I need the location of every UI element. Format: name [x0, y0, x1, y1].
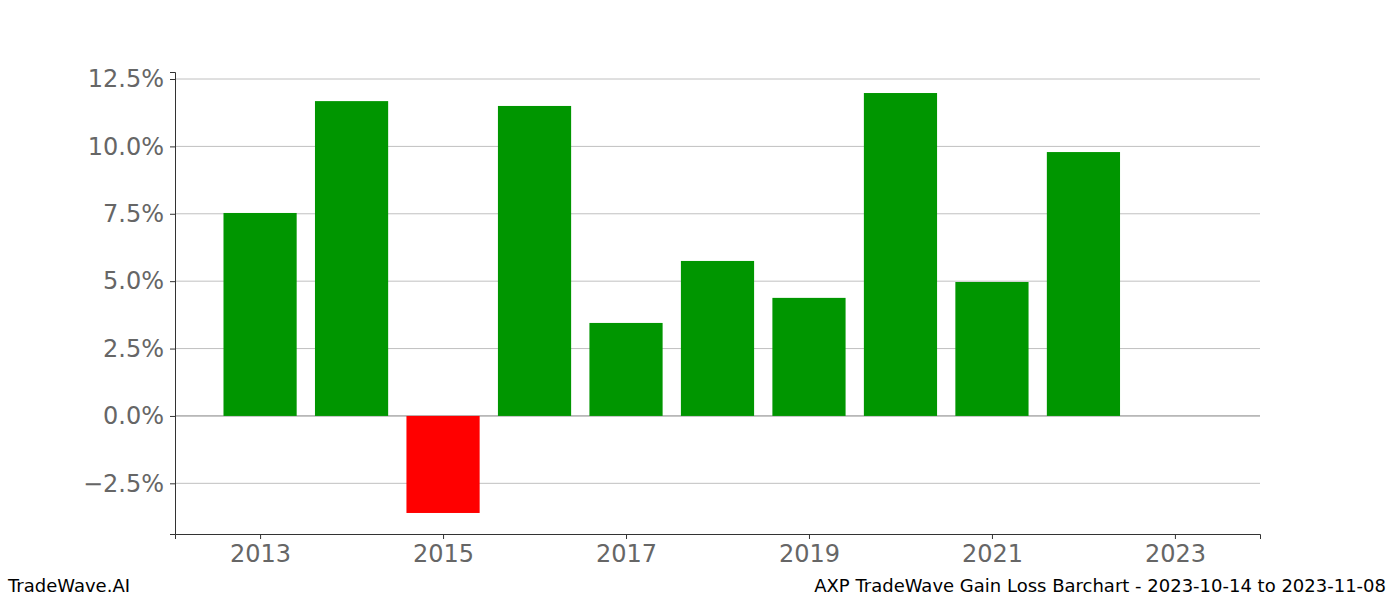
- y-tick-mark: [170, 79, 175, 80]
- y-tick-mark: [170, 416, 175, 417]
- x-tick-mark: [626, 534, 627, 539]
- y-tick: −2.5%: [83, 470, 175, 498]
- x-axis-line: [176, 535, 1261, 540]
- y-tick-label: 2.5%: [103, 335, 164, 363]
- bar: [772, 298, 845, 416]
- y-tick: 0.0%: [103, 402, 175, 430]
- x-tick: 2023: [1145, 534, 1206, 568]
- x-tick-label: 2019: [779, 540, 840, 568]
- x-tick-mark: [1175, 534, 1176, 539]
- x-tick: 2021: [962, 534, 1023, 568]
- y-tick: 5.0%: [103, 267, 175, 295]
- bar: [681, 261, 754, 416]
- y-tick-label: 12.5%: [88, 65, 164, 93]
- bar: [955, 282, 1028, 416]
- x-tick-mark: [809, 534, 810, 539]
- y-tick-mark: [170, 146, 175, 147]
- footer-left: TradeWave.AI: [7, 575, 130, 596]
- bars: [223, 93, 1120, 513]
- y-axis: −2.5% 0.0% 2.5% 5.0% 7.5% 10.0% 12.5%: [83, 65, 176, 534]
- chart: −2.5%0.0%2.5%5.0%7.5%10.0%12.5%201320152…: [0, 0, 1400, 600]
- grid-line: [175, 483, 1260, 484]
- y-axis-line: [170, 73, 176, 535]
- x-tick: 2015: [413, 534, 474, 568]
- x-tick-label: 2021: [962, 540, 1023, 568]
- bar: [406, 416, 479, 513]
- x-tick: 2013: [230, 534, 291, 568]
- y-tick-label: 7.5%: [103, 200, 164, 228]
- x-tick-label: 2013: [230, 540, 291, 568]
- y-tick: 10.0%: [88, 133, 175, 161]
- y-tick: 2.5%: [103, 335, 175, 363]
- bar: [223, 213, 296, 416]
- y-tick-label: 0.0%: [103, 402, 164, 430]
- x-axis: 2013 2015 2017 2019 2021 2023: [176, 534, 1261, 568]
- y-tick-label: 10.0%: [88, 133, 164, 161]
- y-tick-mark: [170, 349, 175, 350]
- y-tick-label: −2.5%: [83, 470, 164, 498]
- bar: [864, 93, 937, 416]
- x-tick: 2019: [779, 534, 840, 568]
- bar: [1047, 152, 1120, 416]
- y-tick: 7.5%: [103, 200, 175, 228]
- bar: [498, 106, 571, 416]
- y-tick-label: 5.0%: [103, 267, 164, 295]
- bar: [589, 323, 662, 416]
- y-tick-mark: [170, 214, 175, 215]
- x-tick: 2017: [596, 534, 657, 568]
- x-tick-mark: [443, 534, 444, 539]
- x-tick-mark: [992, 534, 993, 539]
- y-tick: 12.5%: [88, 65, 175, 93]
- grid-line: [175, 79, 1260, 80]
- bar: [315, 101, 388, 416]
- x-tick-label: 2017: [596, 540, 657, 568]
- grid: [175, 79, 1260, 483]
- x-tick-label: 2015: [413, 540, 474, 568]
- y-tick-mark: [170, 483, 175, 484]
- x-tick-mark: [260, 534, 261, 539]
- x-tick-label: 2023: [1145, 540, 1206, 568]
- title: AXP TradeWave Gain Loss Barchart - 2023-…: [814, 575, 1386, 596]
- y-tick-mark: [170, 281, 175, 282]
